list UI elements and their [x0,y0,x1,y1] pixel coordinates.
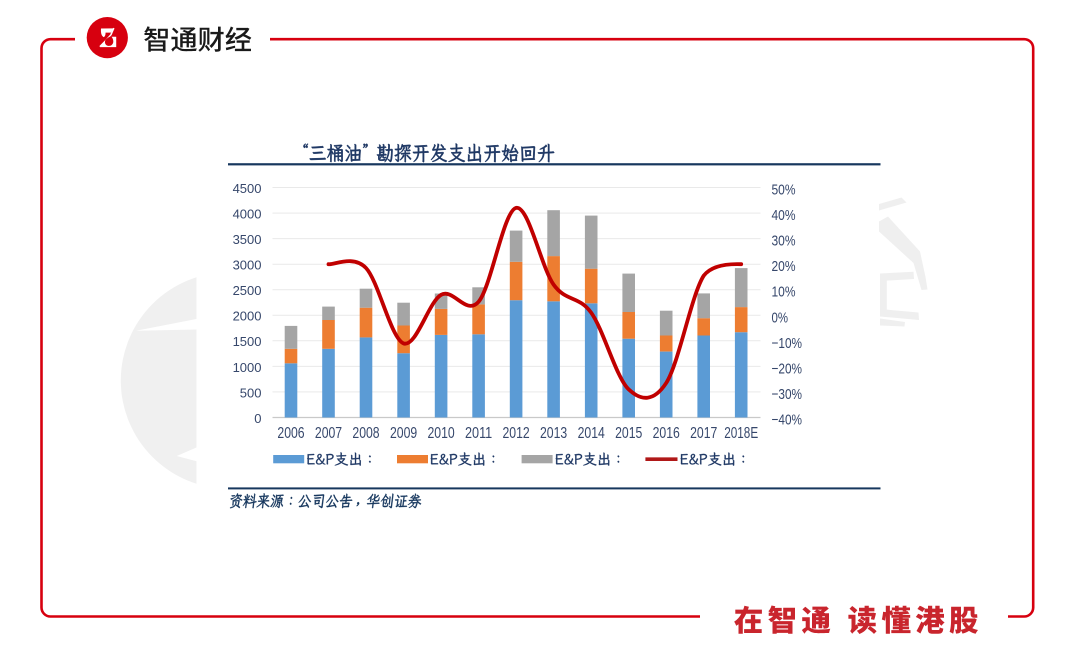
svg-text:−40%: −40% [772,412,803,429]
svg-text:3000: 3000 [233,258,262,273]
svg-text:500: 500 [240,385,262,400]
svg-text:2015: 2015 [615,425,642,442]
svg-text:−30%: −30% [772,386,803,403]
svg-text:2009: 2009 [390,425,417,442]
svg-text:50%: 50% [772,182,796,199]
svg-text:2016: 2016 [653,425,680,442]
svg-text:2012: 2012 [503,425,530,442]
svg-text:2018E: 2018E [724,425,758,442]
svg-text:3500: 3500 [233,232,262,247]
svg-text:2011: 2011 [465,425,492,442]
svg-text:2008: 2008 [352,425,379,442]
svg-text:1000: 1000 [233,360,262,375]
svg-text:2006: 2006 [277,425,304,442]
svg-text:−20%: −20% [772,360,803,377]
svg-text:2013: 2013 [540,425,567,442]
svg-text:2010: 2010 [428,425,455,442]
svg-text:2007: 2007 [315,425,342,442]
svg-text:10%: 10% [772,284,796,301]
svg-text:1500: 1500 [233,334,262,349]
svg-text:20%: 20% [772,258,796,275]
svg-text:0: 0 [254,411,261,426]
svg-text:−10%: −10% [772,335,803,352]
svg-text:2014: 2014 [578,425,605,442]
svg-text:2500: 2500 [233,283,262,298]
svg-text:2000: 2000 [233,309,262,324]
svg-text:4000: 4000 [233,207,262,222]
svg-text:40%: 40% [772,207,796,224]
svg-text:2017: 2017 [690,425,717,442]
svg-text:30%: 30% [772,233,796,250]
svg-text:0%: 0% [772,309,789,326]
svg-text:4500: 4500 [233,181,262,196]
